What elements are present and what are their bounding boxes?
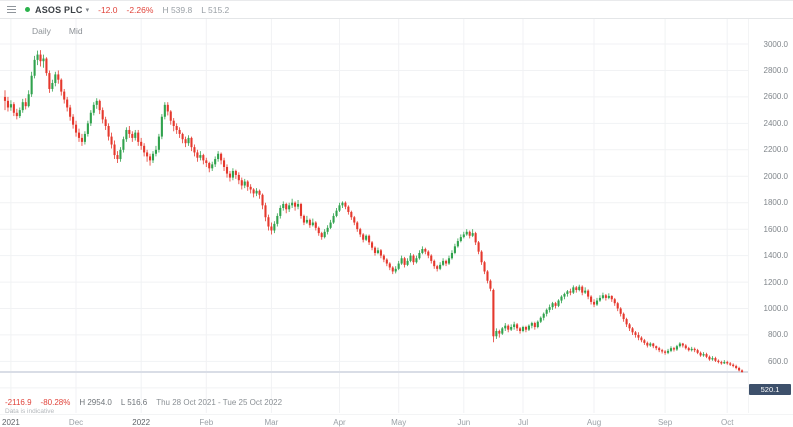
price-axis-label: 2400.0	[763, 118, 788, 128]
time-axis-label: Dec	[68, 418, 84, 427]
price-axis-label: 800.0	[767, 330, 788, 340]
time-axis-label: Jul	[517, 418, 529, 427]
chart-header: ASOS PLC ▾ -12.0 -2.26% H 539.8 L 515.2	[0, 1, 793, 19]
time-axis[interactable]: 2021 Dec 2022 Feb Mar Apr May Jun Jul Aug Sep Oct	[0, 414, 793, 427]
time-axis-label: Mar	[264, 418, 279, 427]
time-axis-label: Jun	[457, 418, 471, 427]
period-range: Thu 28 Oct 2021 - Tue 25 Oct 2022	[156, 398, 283, 407]
time-axis-label: Feb	[199, 418, 214, 427]
day-change: -12.0	[98, 4, 118, 15]
data-indicative-note: Data is indicative	[5, 408, 55, 415]
price-axis[interactable]: 3000.0 2800.0 2600.0 2400.0 2200.0 2000.0 1800…	[748, 19, 793, 413]
price-axis-label: 1800.0	[763, 198, 788, 208]
period-high: H 2954.0	[79, 398, 112, 407]
hamburger-icon	[6, 6, 16, 13]
candlestick-chart-canvas[interactable]	[0, 19, 748, 413]
time-axis-label: Apr	[333, 418, 346, 427]
day-low: L 515.2	[201, 4, 230, 15]
period-stats: -2116.9 -80.28% H 2954.0 L 516.6 Thu 28 …	[5, 398, 282, 407]
time-axis-label: 2022	[132, 418, 151, 427]
timeframe-button[interactable]: Daily	[32, 26, 51, 36]
price-axis-label: 2000.0	[763, 171, 788, 181]
chart-region: 3000.0 2800.0 2600.0 2400.0 2200.0 2000.0 1800…	[0, 19, 793, 413]
current-price-badge: 520.1	[749, 384, 791, 396]
price-axis-label: 2200.0	[763, 145, 788, 155]
menu-button[interactable]	[0, 1, 22, 19]
price-axis-label: 2600.0	[763, 92, 788, 102]
period-low: L 516.6	[120, 398, 148, 407]
time-axis-label: Sep	[657, 418, 673, 427]
time-axis-label: Oct	[721, 418, 734, 427]
price-axis-label: 1200.0	[763, 277, 788, 287]
chevron-down-icon: ▾	[85, 7, 90, 14]
day-change-pct: -2.26%	[126, 4, 154, 15]
price-axis-label: 3000.0	[763, 39, 788, 49]
market-open-dot-icon	[25, 7, 30, 12]
day-high: H 539.8	[162, 4, 193, 15]
instrument-name: ASOS PLC	[35, 4, 83, 15]
time-axis-label: Aug	[586, 418, 602, 427]
price-axis-label: 1400.0	[763, 251, 788, 261]
price-axis-label: 2800.0	[763, 65, 788, 75]
price-type-button[interactable]: Mid	[68, 26, 83, 36]
period-change: -2116.9	[5, 398, 32, 407]
price-axis-label: 600.0	[767, 356, 788, 366]
price-axis-label: 1000.0	[763, 304, 788, 313]
instrument-selector[interactable]: ASOS PLC ▾	[35, 5, 89, 15]
time-axis-label: May	[391, 418, 407, 427]
period-change-pct: -80.28%	[40, 398, 71, 407]
price-axis-label: 1600.0	[763, 224, 788, 234]
chart-toolbar: Daily Mid	[32, 26, 83, 36]
time-axis-label: 2021	[2, 418, 20, 427]
